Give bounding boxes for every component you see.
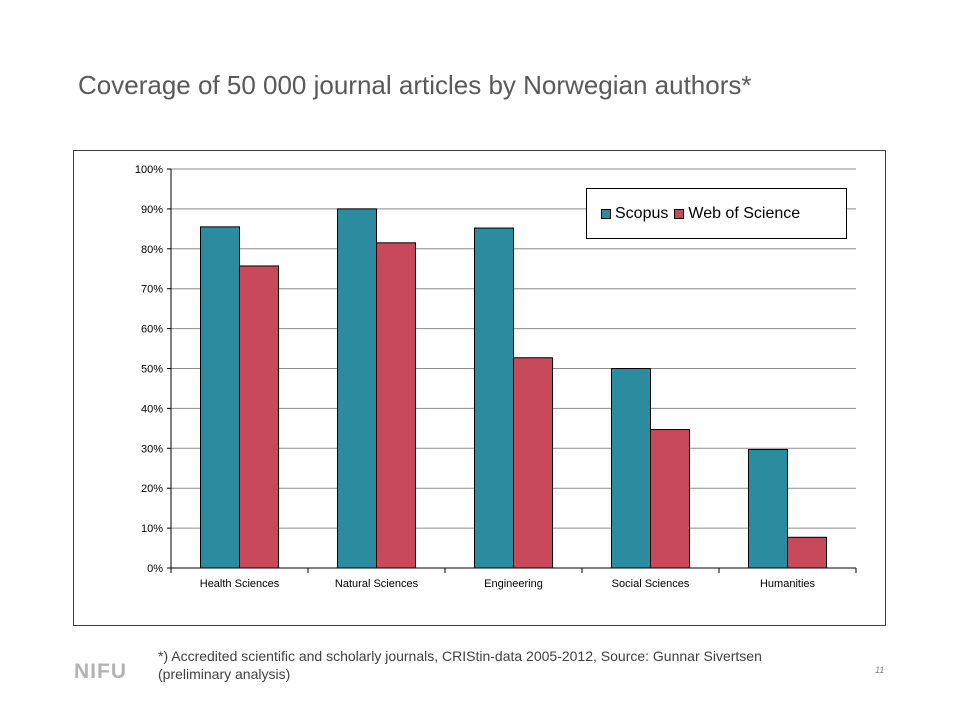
chart-legend: Scopus Web of Science bbox=[586, 188, 847, 239]
slide-title: Coverage of 50 000 journal articles by N… bbox=[78, 70, 752, 100]
x-tick-label: Social Sciences bbox=[612, 578, 690, 590]
bar-web-of-science-humanities bbox=[787, 536, 827, 569]
y-tick-label: 70% bbox=[141, 284, 163, 296]
chart-frame: 0% 10% 20% 30% 40% 50% 60% 70% 80% 90% 100% Health … bbox=[73, 150, 886, 626]
x-tick-label: Humanities bbox=[760, 578, 816, 590]
legend-swatch-scopus bbox=[601, 208, 611, 219]
y-tick-label: 40% bbox=[141, 403, 163, 415]
y-tick-label: 50% bbox=[141, 364, 163, 376]
y-tick-label: 80% bbox=[141, 244, 163, 256]
legend-item-web-of-science: Web of Science bbox=[674, 205, 800, 223]
x-tick-label: Engineering bbox=[484, 578, 543, 590]
page-number: 11 bbox=[875, 665, 885, 675]
x-tick-label: Natural Sciences bbox=[335, 578, 419, 590]
x-tick-label: Health Sciences bbox=[200, 578, 280, 590]
y-tick-label: 10% bbox=[141, 523, 163, 535]
legend-swatch-web-of-science bbox=[674, 208, 685, 219]
legend-label-scopus: Scopus bbox=[615, 204, 669, 222]
bar-web-of-science-social-sciences bbox=[650, 429, 690, 569]
bar-scopus-humanities bbox=[748, 448, 788, 569]
bar-web-of-science-natural-sciences bbox=[376, 242, 416, 569]
y-tick-label: 90% bbox=[141, 204, 163, 216]
footnote: *) Accredited scientific and scholarly j… bbox=[158, 648, 762, 682]
legend-label-web-of-science: Web of Science bbox=[688, 204, 801, 222]
y-tick-label: 20% bbox=[141, 483, 163, 495]
bar-scopus-social-sciences bbox=[611, 368, 651, 569]
y-tick-label: 100% bbox=[135, 164, 163, 176]
y-tick-label: 0% bbox=[147, 563, 163, 575]
bar-scopus-engineering bbox=[474, 227, 514, 569]
legend-item-scopus: Scopus bbox=[601, 205, 668, 223]
bar-chart: 0% 10% 20% 30% 40% 50% 60% 70% 80% 90% 100% Health … bbox=[135, 164, 857, 590]
bar-web-of-science-engineering bbox=[513, 357, 553, 569]
y-tick-label: 60% bbox=[141, 324, 163, 336]
y-tick-label: 30% bbox=[141, 443, 163, 455]
nifu-logo: NIFU bbox=[74, 660, 127, 683]
bar-web-of-science-health-sciences bbox=[239, 265, 279, 569]
bar-scopus-health-sciences bbox=[200, 226, 240, 569]
bar-scopus-natural-sciences bbox=[337, 208, 377, 569]
